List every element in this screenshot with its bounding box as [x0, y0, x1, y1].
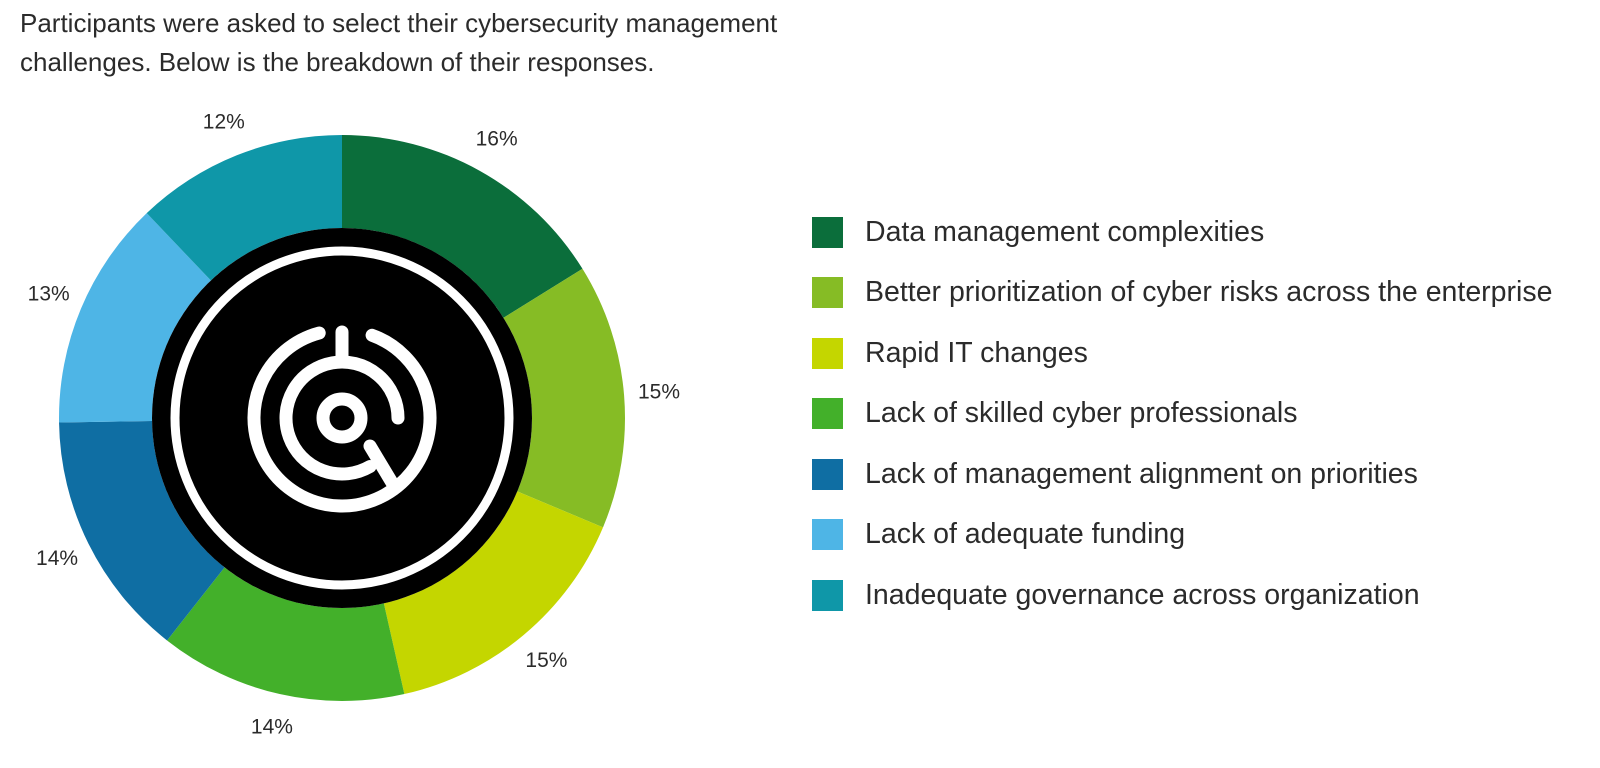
slice-data-management-complexities — [342, 135, 583, 318]
intro-text: Participants were asked to select their … — [20, 8, 778, 77]
legend-item-lack-of-skilled-cyber-professionals: Lack of skilled cyber professionals — [812, 384, 1552, 445]
slice-lack-of-skilled-cyber-professionals — [167, 567, 405, 701]
legend-label: Data management complexities — [865, 215, 1265, 248]
slice-rapid-it-changes — [383, 491, 604, 695]
legend-swatch — [812, 458, 843, 490]
legend-item-inadequate-governance-across-organization: Inadequate governance across organizatio… — [812, 565, 1552, 626]
legend-swatch — [812, 579, 843, 611]
slice-better-prioritization-of-cyber-risks-across-the-enterprise — [503, 268, 625, 528]
legend-item-lack-of-adequate-funding: Lack of adequate funding — [812, 505, 1552, 566]
legend-label: Lack of skilled cyber professionals — [865, 397, 1298, 430]
pct-label-lack-of-management-alignment-on-priorities: 14% — [36, 547, 78, 570]
pct-label-inadequate-governance-across-organization: 12% — [203, 110, 245, 133]
legend-label: Lack of adequate funding — [865, 518, 1186, 551]
legend-label: Lack of management alignment on prioriti… — [865, 457, 1418, 490]
legend-item-data-management-complexities: Data management complexities — [812, 202, 1552, 263]
pct-label-better-prioritization-of-cyber-risks-across-the-enterprise: 15% — [638, 380, 680, 403]
pct-label-data-management-complexities: 16% — [476, 128, 518, 151]
legend-item-rapid-it-changes: Rapid IT changes — [812, 323, 1552, 384]
legend-item-lack-of-management-alignment-on-priorities: Lack of management alignment on prioriti… — [812, 444, 1552, 505]
legend-swatch — [812, 216, 843, 248]
pct-label-rapid-it-changes: 15% — [525, 649, 567, 672]
slice-lack-of-adequate-funding — [59, 213, 211, 423]
maze-target-icon — [152, 228, 532, 608]
donut-slices — [59, 135, 625, 701]
chart-legend: Data management complexities Better prior… — [812, 202, 1552, 626]
pct-label-lack-of-adequate-funding: 13% — [28, 283, 70, 306]
pct-label-lack-of-skilled-cyber-professionals: 14% — [251, 716, 293, 739]
legend-swatch — [812, 277, 843, 309]
slice-lack-of-management-alignment-on-priorities — [59, 421, 225, 641]
legend-label: Rapid IT changes — [865, 336, 1088, 369]
percentage-labels: 16% 15% 15% 14% 14% 13% 12% — [28, 110, 680, 738]
legend-swatch — [812, 519, 843, 551]
legend-label: Inadequate governance across organizatio… — [865, 578, 1420, 611]
legend-label: Better prioritization of cyber risks acr… — [865, 276, 1553, 309]
donut-chart: 16% 15% 15% 14% 14% 13% 12% — [28, 110, 680, 738]
legend-item-better-prioritization-of-cyber-risks-across-the-enterprise: Better prioritization of cyber risks acr… — [812, 263, 1552, 324]
legend-swatch — [812, 337, 843, 369]
legend-swatch — [812, 398, 843, 430]
slice-inadequate-governance-across-organization — [146, 135, 342, 281]
